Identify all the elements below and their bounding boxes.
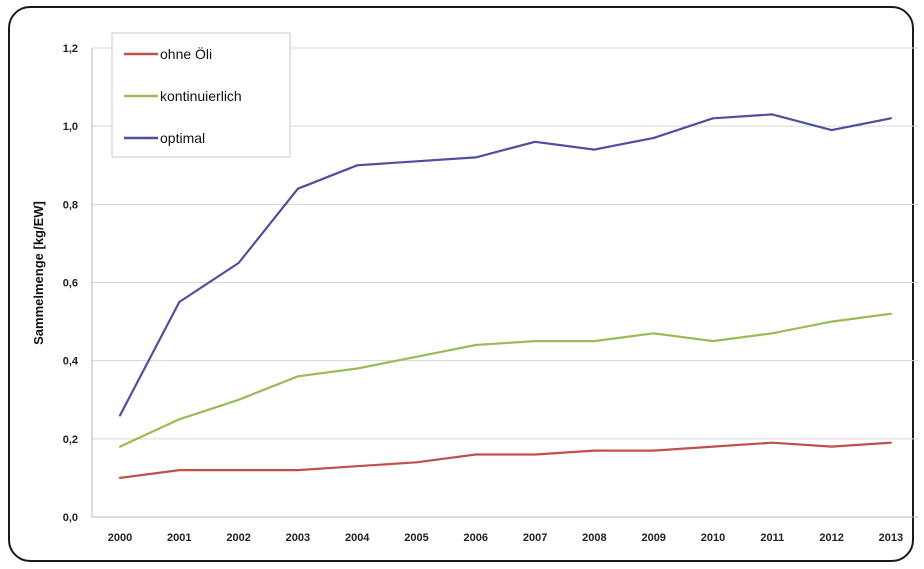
x-tick-label: 2011 [760, 532, 784, 544]
x-tick-label: 2004 [345, 532, 370, 544]
x-tick-label: 2008 [582, 532, 606, 544]
series-line-2 [118, 113, 893, 417]
series-line-0 [118, 441, 893, 479]
x-tick-label: 2007 [523, 532, 547, 544]
x-tick-label: 2000 [108, 532, 132, 544]
y-tick-label: 0,6 [63, 278, 78, 290]
x-tick-label: 2005 [404, 532, 428, 544]
y-tick-label: 1,2 [63, 43, 78, 55]
x-tick-label: 2003 [286, 532, 310, 544]
legend-label-1: kontinuierlich [160, 88, 242, 104]
y-tick-label: 1,0 [63, 121, 78, 133]
x-tick-labels: 2000 2001 2002 2003 2004 2005 2006 2007 2008 2009… [108, 532, 903, 544]
y-axis-label: Sammelmenge [kg/EW] [31, 201, 46, 345]
y-tick-labels: 0,0 0,2 0,4 0,6 0,8 1,0 1,2 [63, 43, 79, 524]
y-tick-label: 0,2 [63, 434, 78, 446]
y-tick-label: 0,8 [63, 199, 78, 211]
x-tick-label: 2009 [641, 532, 665, 544]
series-lines [118, 113, 893, 479]
x-tick-label: 2002 [226, 532, 250, 544]
x-tick-label: 2012 [819, 532, 843, 544]
series-line-1 [118, 312, 893, 448]
legend-label-0: ohne Öli [160, 45, 212, 62]
legend: ohne Öli kontinuierlich optimal [111, 32, 291, 158]
gridlines [91, 47, 918, 518]
x-tick-label: 2010 [701, 532, 725, 544]
x-tick-label: 2013 [879, 532, 903, 544]
y-tick-label: 0,0 [63, 512, 78, 524]
x-tick-label: 2006 [464, 532, 488, 544]
legend-label-2: optimal [160, 130, 205, 146]
x-tick-label: 2001 [167, 532, 191, 544]
y-tick-label: 0,4 [63, 356, 79, 368]
